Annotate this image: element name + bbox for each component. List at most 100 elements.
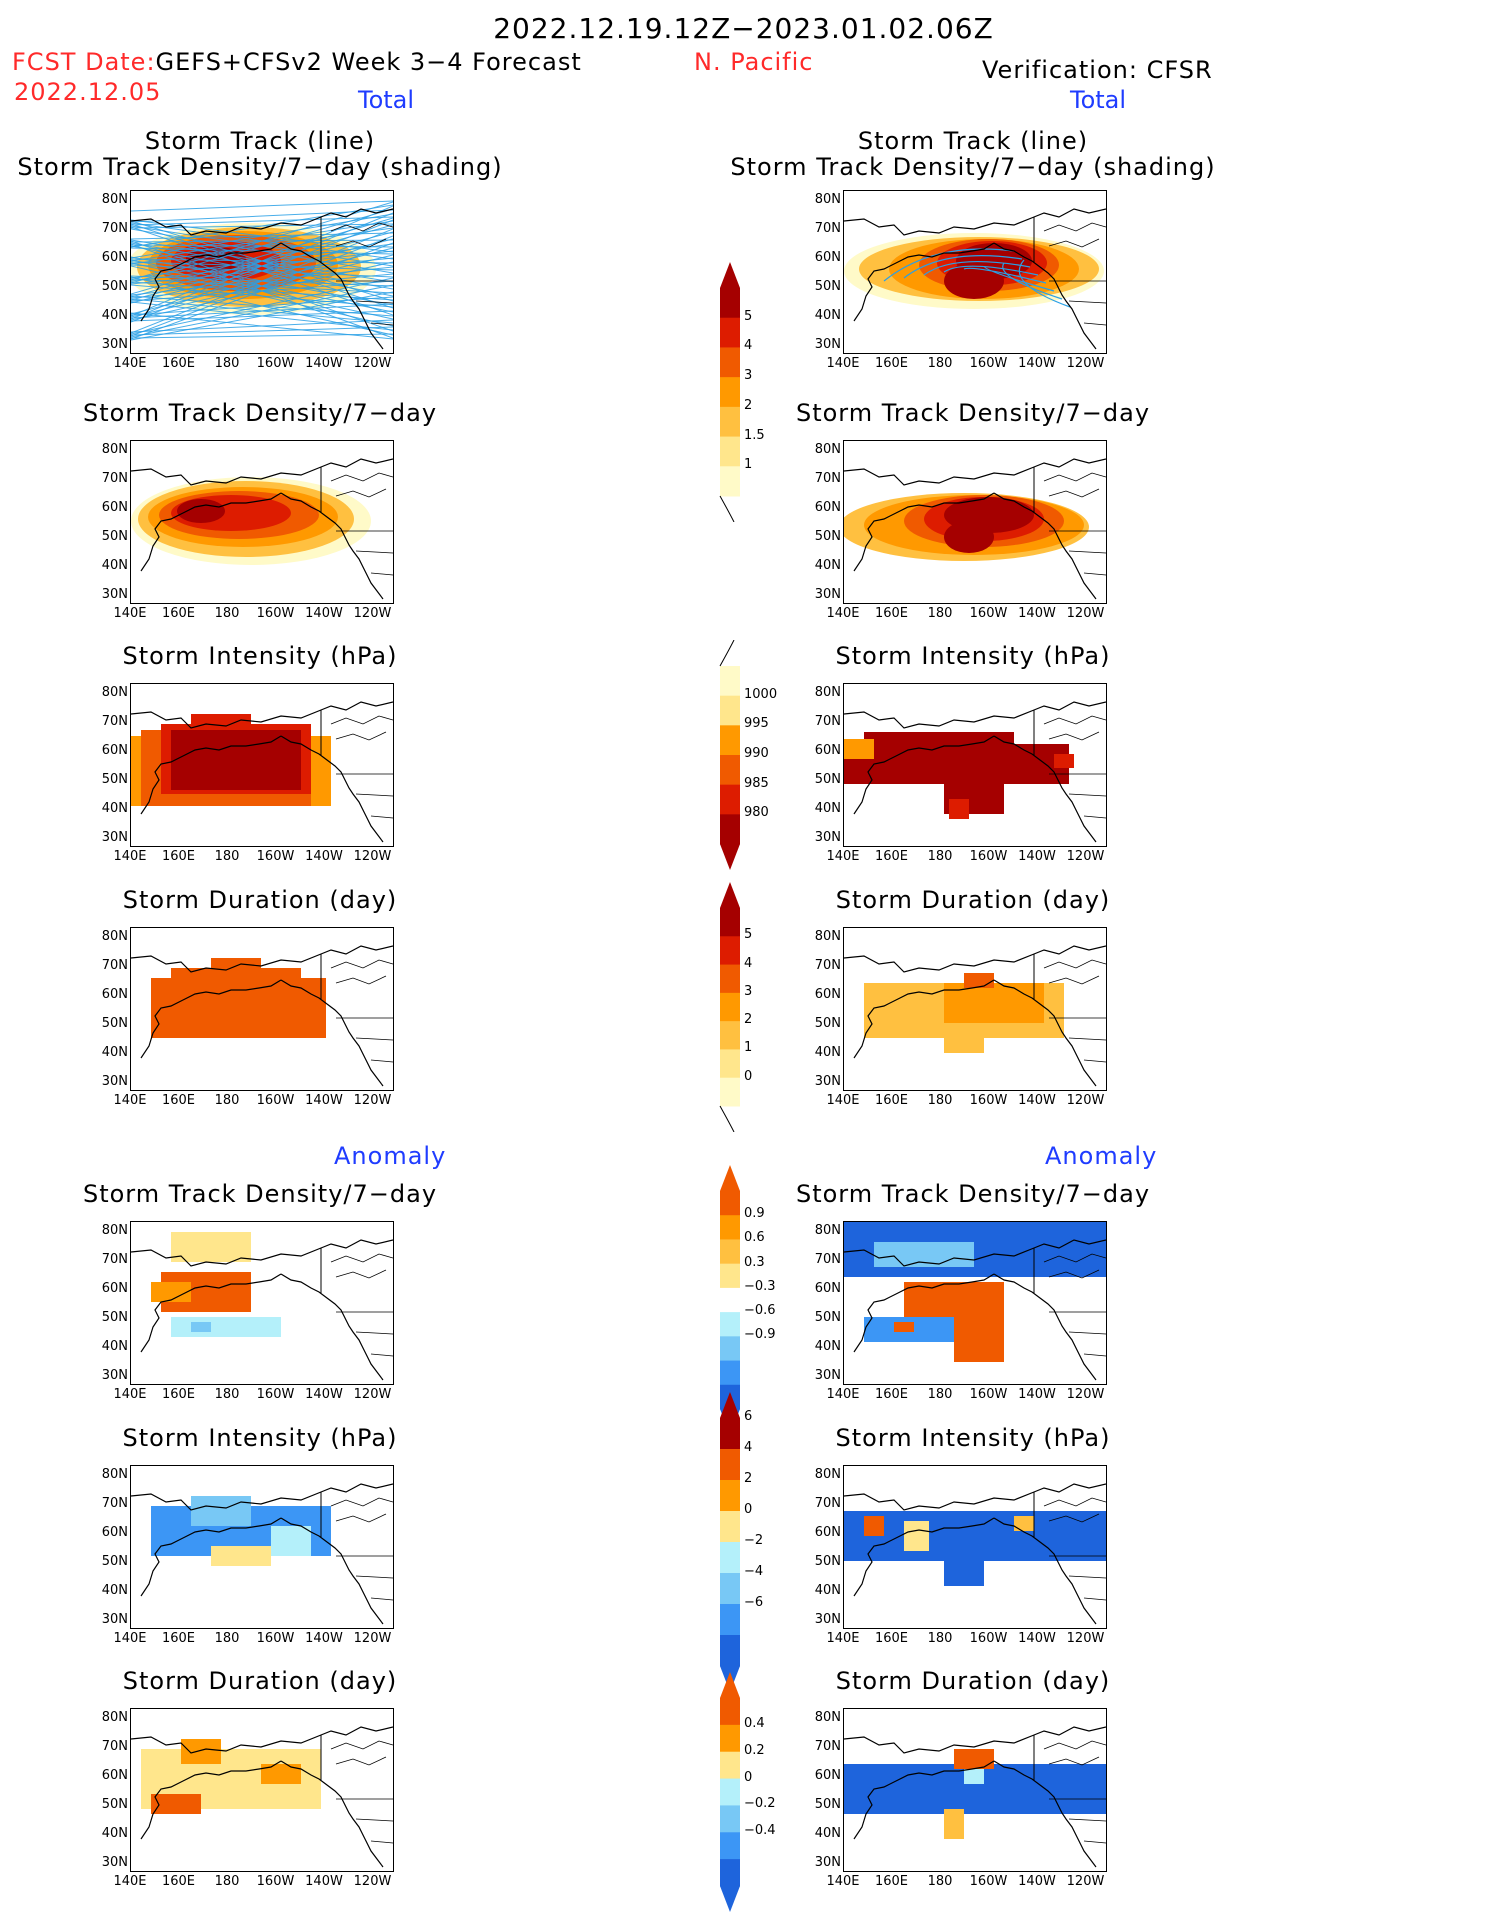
arctic-coastline [844,458,1106,486]
colorbar-swatch [720,436,740,467]
colorbar-swatch [720,466,740,497]
colorbar-tick-label: 0 [744,1502,753,1517]
lat-tick-label: 50N [101,529,128,544]
colorbar-tick-label: 0.3 [744,1254,765,1270]
lon-tick-label: 160W [969,1631,1008,1646]
shade-cell [949,799,969,819]
colorbar-swatch [720,755,740,786]
colorbar-tick-label: −0.4 [744,1823,776,1839]
lat-tick-label: 50N [814,279,841,294]
lat-tick-label: 40N [814,1339,841,1354]
lon-tick-label: 160E [874,1093,909,1108]
colorbar-swatch [720,288,740,319]
lat-tick-label: 80N [101,442,128,457]
colorbar-intensity_anom: 6 4 2 0 −2 −4 −6 [718,1392,828,1692]
fc-duration-map [130,927,394,1091]
storm-track-line [923,260,1031,276]
fcst-label: FCST Date: [12,48,156,76]
lon-tick-label: 140W [305,356,343,371]
vf-density-anom-map [843,1221,1107,1385]
arctic-islands [1043,1740,1106,1766]
north-america-coast [993,492,1097,600]
colorbar-swatch [720,784,740,815]
arctic-coastline [131,701,393,729]
north-america-coast [280,979,384,1087]
right-total-label: Total [1070,86,1127,114]
storm-track-line [131,240,393,332]
lon-tick-label: 140E [826,606,860,621]
fcst-date-label: FCST Date:GEFS+CFSv2 Week 3−4 Forecast [12,48,582,76]
storm-track-line [1002,262,1063,300]
colorbar-swatch [720,406,740,438]
lon-tick-label: 160E [874,356,909,371]
fc-intensity-panel: Storm Intensity (hPa) 80N 70N 60N 50N 40N 30N 1… [0,643,520,883]
colorbar-swatch [720,377,740,408]
lon-tick-label: 120W [1066,1631,1105,1646]
shade-cell [894,1322,914,1332]
north-america-coast [280,1760,384,1868]
fc-intensity-anom-panel: Storm Intensity (hPa) 80N 70N 60N 50N 40N 30N 1… [0,1425,520,1665]
lon-tick-label: 140W [1018,1874,1056,1889]
lon-tick-label: 160W [256,1631,295,1646]
arctic-coastline [131,1483,393,1511]
vf-intensity-map [843,683,1107,847]
colorbar-tick-label: 5 [744,927,753,943]
lat-tick-label: 30N [101,1074,128,1089]
lat-tick-label: 50N [814,772,841,787]
vf-density-map [843,440,1107,604]
north-america-coast [280,242,384,350]
lon-tick-label: 140W [305,1874,343,1889]
shade-cell [261,1764,301,1784]
state-borders [336,1555,393,1601]
lon-tick-label: 160W [256,356,295,371]
fc-density-panel: Storm Track Density/7−day 80N 70N 60N 50N 40N… [0,400,520,640]
colorbar-arrow-down [720,1886,740,1912]
lat-tick-label: 70N [814,1739,841,1754]
fc-track-title: Storm Track (line) [144,127,376,155]
lon-tick-label: 140W [1018,849,1056,864]
storm-track-line [1018,259,1071,308]
vf-duration-anom-panel: Storm Duration (day) 80N 70N 60N 50N 40N 30N 14… [713,1668,1233,1908]
colorbar-arrow-up [720,1672,740,1698]
shade-cell [904,1521,929,1551]
storm-track-line [983,265,1055,292]
lat-tick-label: 30N [101,587,128,602]
state-borders [1049,1555,1106,1601]
arctic-islands [1043,472,1106,498]
north-america-coast [993,1273,1097,1381]
lon-tick-label: 120W [1066,1093,1105,1108]
colorbar-swatch [720,666,740,697]
colorbar-tick-label: 0 [744,1769,753,1785]
lon-tick-label: 160E [161,1093,196,1108]
arctic-coastline [131,208,393,236]
colorbar-swatch [720,1859,740,1887]
lon-tick-label: 180 [214,1874,240,1889]
colorbar-density_anom: 0.9 0.6 0.3 −0.3 −0.6 −0.9 [718,1165,828,1435]
shade-cell [191,1322,211,1332]
state-borders [336,773,393,819]
shade-cell [944,983,1044,1023]
lon-tick-label: 160E [874,849,909,864]
fc-duration-anom-panel: Storm Duration (day) 80N 70N 60N 50N 40N 30N 14… [0,1668,520,1908]
colorbar-tick-label: 0 [744,1068,753,1084]
lon-tick-label: 140E [113,1874,147,1889]
colorbar-swatch [720,695,740,726]
lat-tick-label: 70N [814,471,841,486]
lon-tick-label: 120W [1066,1387,1105,1402]
lon-tick-label: 180 [214,606,240,621]
colorbar-tick-label: 0.2 [744,1742,765,1758]
state-borders [336,530,393,576]
kamchatka-aleutian-coast [140,979,282,1059]
colorbar-swatch [720,1360,740,1386]
lat-tick-label: 40N [101,308,128,323]
colorbar-arrow-up [720,882,740,908]
shade-cell [191,714,251,730]
lon-tick-label: 160W [969,356,1008,371]
lat-tick-label: 80N [814,442,841,457]
fc-density-anom-title: Storm Track Density/7−day [82,1180,438,1208]
colorbar-swatch [720,1698,740,1726]
colorbar-tick-label: 2 [744,397,753,413]
kamchatka-aleutian-coast [853,979,995,1059]
kamchatka-aleutian-coast [853,242,995,322]
north-america-coast [993,735,1097,843]
